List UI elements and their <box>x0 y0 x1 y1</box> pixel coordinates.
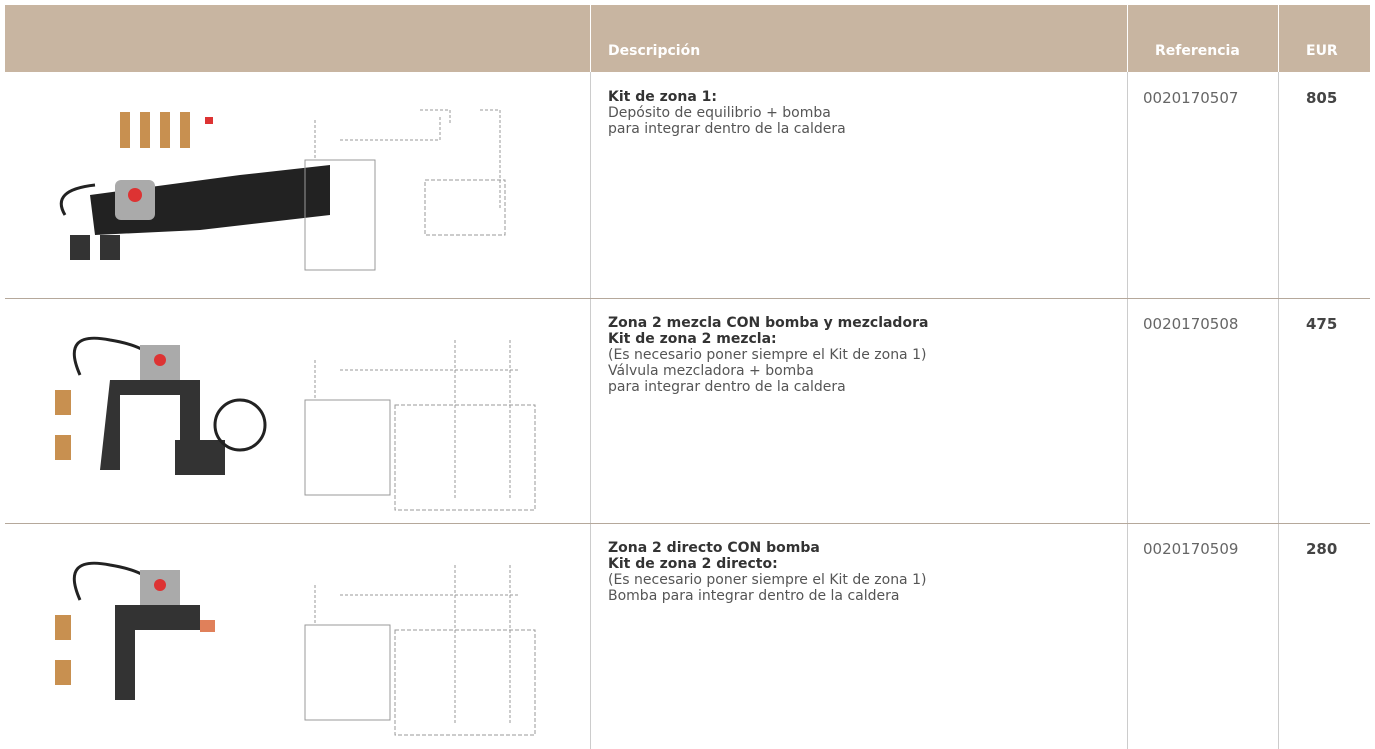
item-description: Bomba para integrar dentro de la caldera <box>608 588 900 604</box>
column-header: EUR <box>1306 43 1338 59</box>
reference: 0020170507 <box>1143 89 1239 107</box>
row-divider <box>5 523 1370 524</box>
row-divider <box>5 298 1370 299</box>
item-title: Zona 2 mezcla CON bomba y mezcladora <box>608 315 929 331</box>
item-description: para integrar dentro de la caldera <box>608 379 846 395</box>
diagram-image <box>304 340 536 511</box>
table-header <box>5 5 1370 72</box>
column-header: Descripción <box>608 43 701 59</box>
item-title: Kit de zona 2 mezcla: <box>608 331 777 347</box>
header-divider <box>590 5 591 72</box>
diagram-image <box>304 565 536 736</box>
product-images <box>55 109 536 736</box>
product-image <box>59 112 330 260</box>
diagram-image <box>304 109 506 271</box>
price: 475 <box>1306 315 1338 333</box>
item-title: Kit de zona 2 directo: <box>608 556 778 572</box>
column-divider <box>1278 72 1279 749</box>
column-header: Referencia <box>1155 43 1240 59</box>
item-title: Zona 2 directo CON bomba <box>608 540 820 556</box>
reference: 0020170508 <box>1143 315 1239 333</box>
item-description: para integrar dentro de la caldera <box>608 121 846 137</box>
item-description: (Es necesario poner siempre el Kit de zo… <box>608 347 927 363</box>
price: 805 <box>1306 89 1338 107</box>
price: 280 <box>1306 540 1338 558</box>
product-image <box>55 561 215 700</box>
item-description: Depósito de equilibrio + bomba <box>608 105 831 121</box>
item-description: Válvula mezcladora + bomba <box>608 363 814 379</box>
item-title: Kit de zona 1: <box>608 89 717 105</box>
column-divider <box>590 72 591 749</box>
item-description: (Es necesario poner siempre el Kit de zo… <box>608 572 927 588</box>
header-divider <box>1278 5 1279 72</box>
reference: 0020170509 <box>1143 540 1239 558</box>
column-divider <box>1127 72 1128 749</box>
header-divider <box>1127 5 1128 72</box>
product-image <box>55 336 267 475</box>
